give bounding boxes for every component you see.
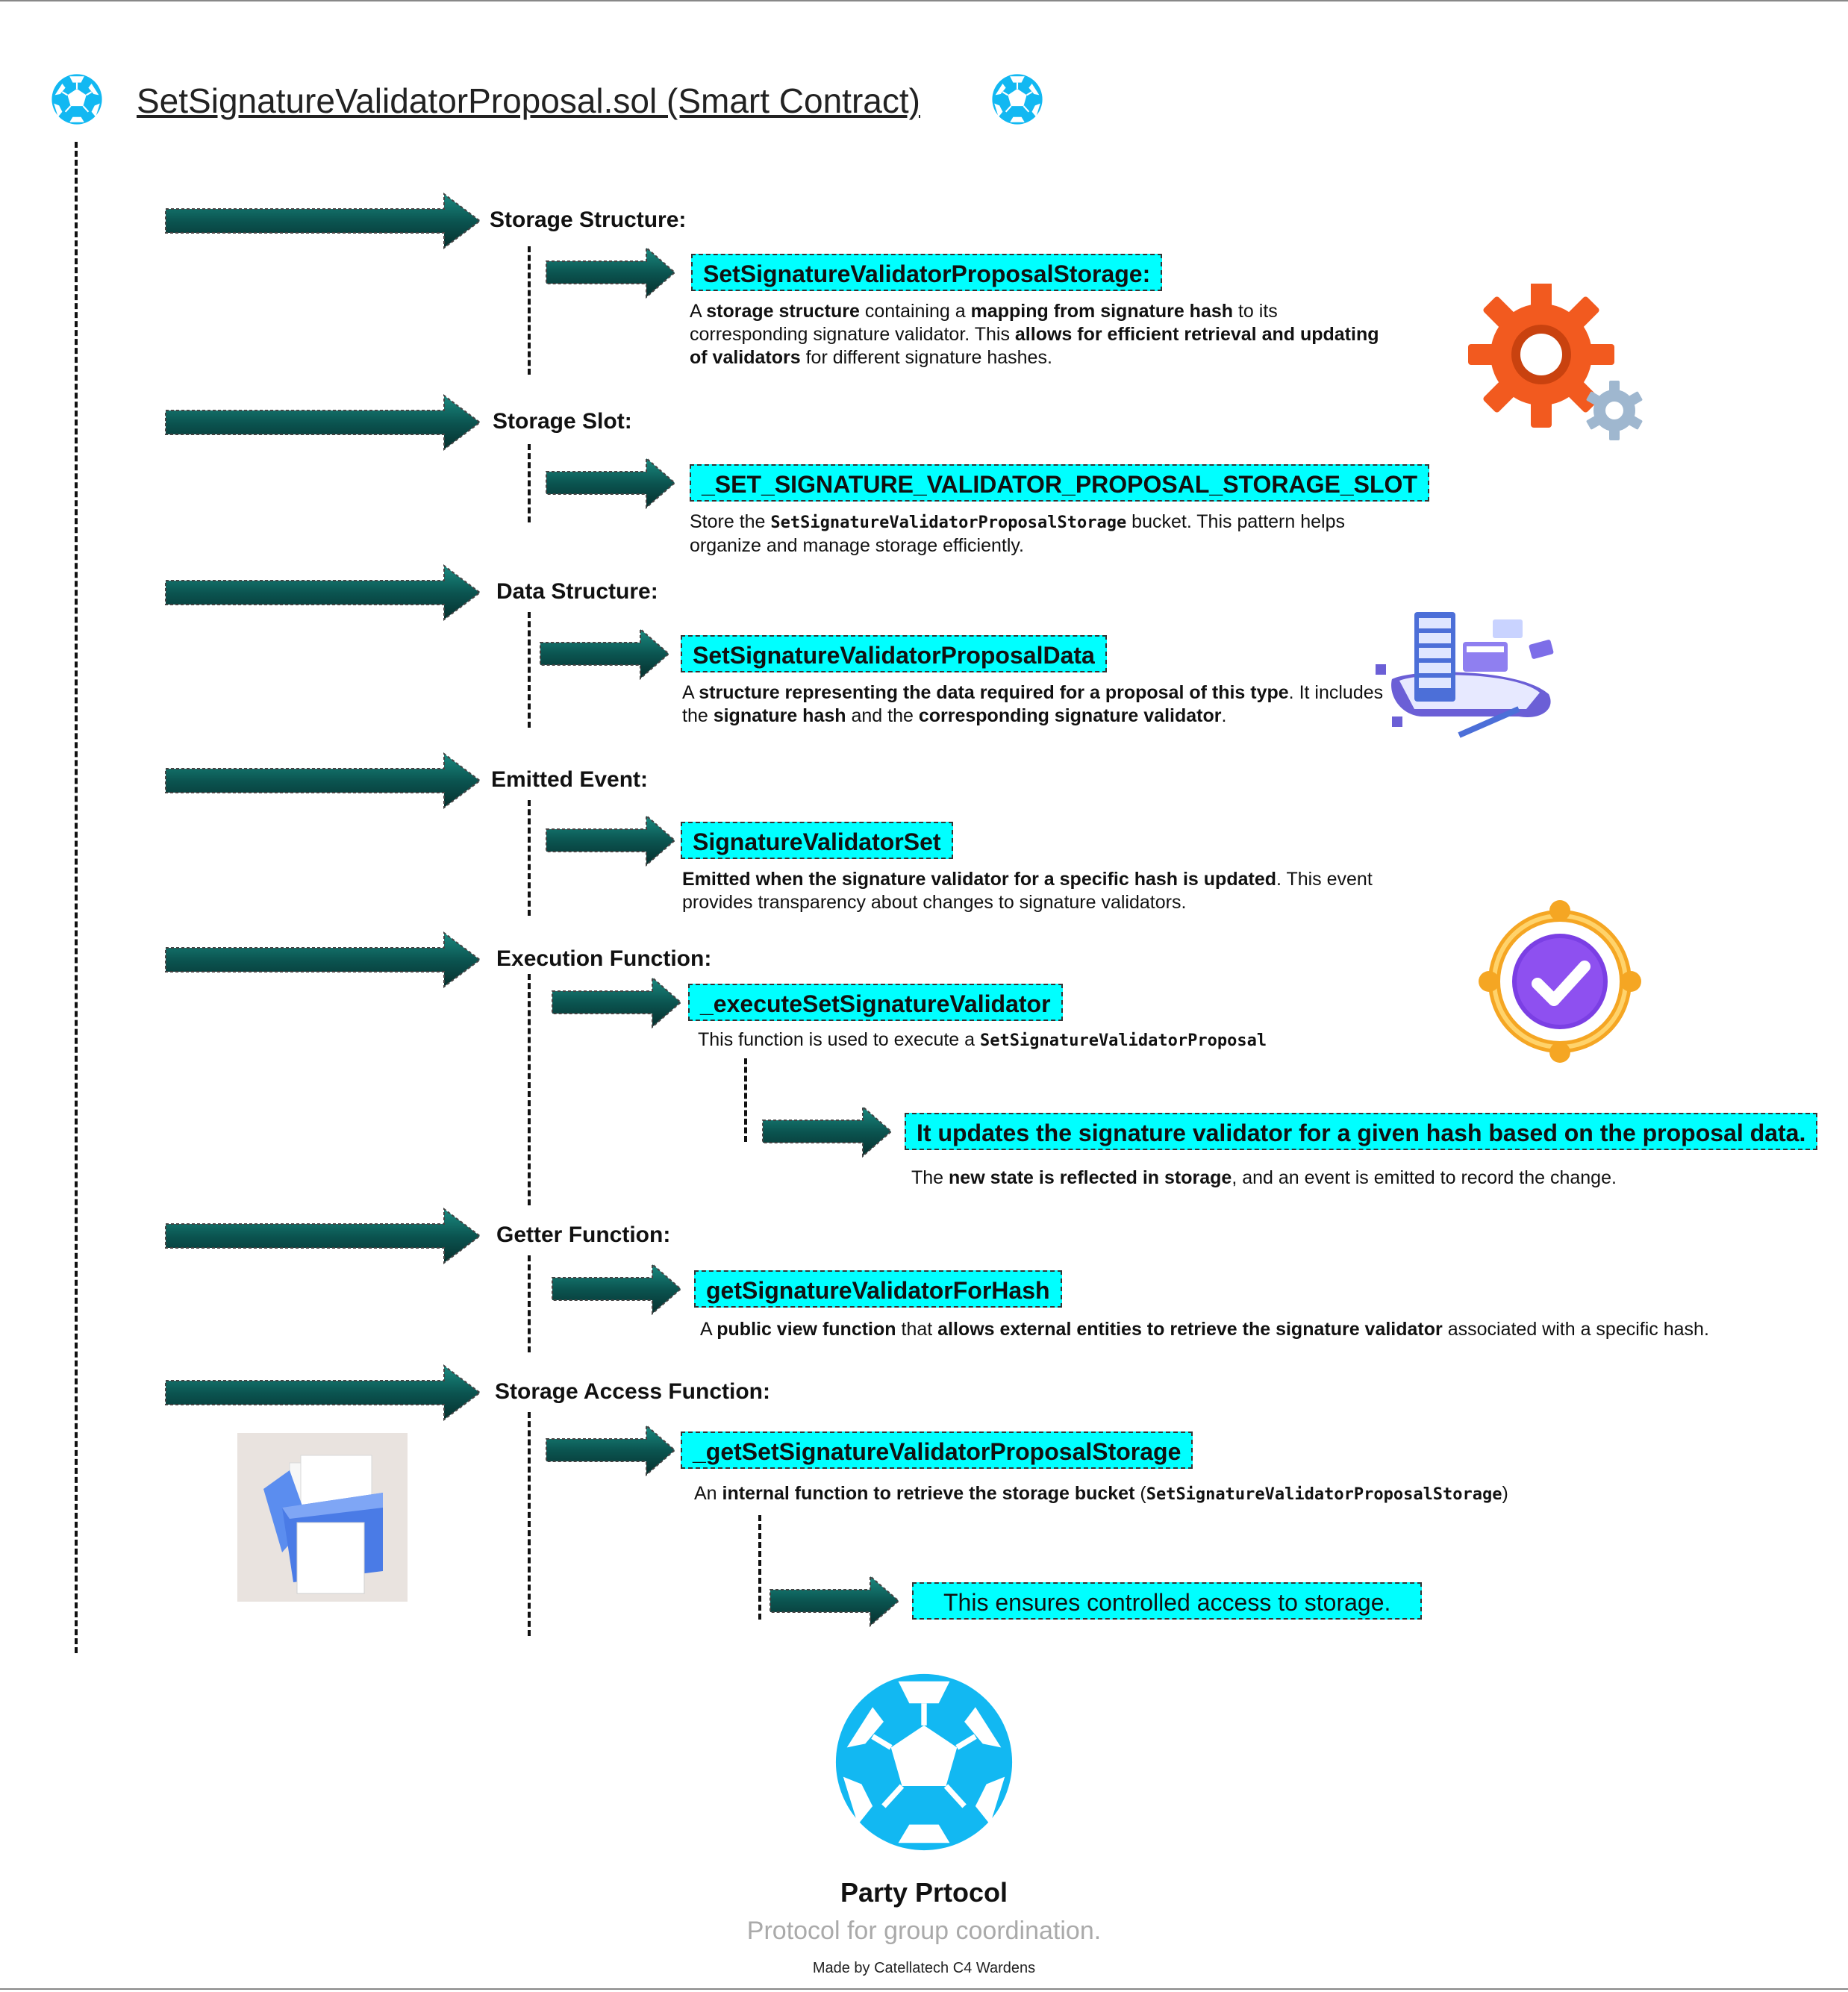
storage-access-function-description: An internal function to retrieve the sto… [694, 1482, 1664, 1506]
top-border [0, 0, 1848, 1]
text-run: This function is used to execute a [698, 1029, 980, 1050]
check-target-icon [1479, 900, 1641, 1063]
item-arrow [546, 457, 676, 509]
emphasis-text: new state is reflected in storage [949, 1167, 1232, 1188]
sub-item-arrow [770, 1575, 900, 1627]
section-arrow [165, 1208, 481, 1264]
bottom-border [0, 1988, 1848, 1990]
section-connector [528, 974, 531, 1205]
sub-connector [744, 1058, 747, 1142]
text-run: , and an event is emitted to record the … [1232, 1167, 1617, 1188]
text-run: Store the [690, 511, 771, 532]
text-run: . [1221, 705, 1227, 726]
section-arrow [165, 564, 481, 621]
text-run: that [896, 1319, 938, 1340]
getter-function-description: A public view function that allows exter… [700, 1318, 1782, 1341]
data-servers-icon [1376, 612, 1554, 738]
emphasis-text: storage structure [706, 301, 860, 322]
data-structure-name: SetSignatureValidatorProposalData [681, 635, 1107, 672]
footer-protocol-name: Party Prtocol [840, 1877, 1008, 1908]
execution-detail-box: It updates the signature validator for a… [905, 1113, 1818, 1150]
storage-structure-name: SetSignatureValidatorProposalStorage: [691, 254, 1163, 291]
text-run: to its corresponding signature validator… [690, 301, 1278, 345]
emphasis-text: internal function to retrieve the storag… [722, 1483, 1135, 1504]
code-term: SetSignatureValidatorProposal [980, 1031, 1267, 1050]
emitted-event-name: SignatureValidatorSet [681, 822, 953, 859]
code-term: SetSignatureValidatorProposalStorage [770, 513, 1127, 532]
getter-function-name: getSignatureValidatorForHash [694, 1270, 1062, 1308]
section-heading-storage-structure: Storage Structure: [490, 207, 687, 232]
item-arrow [552, 1263, 682, 1315]
text-run: containing a [859, 301, 971, 322]
section-connector [528, 1412, 531, 1636]
party-ball-icon-left [51, 73, 103, 125]
footer-credit: Made by Catellatech C4 Wardens [812, 1960, 1036, 1976]
sub-connector [758, 1515, 761, 1620]
emphasis-text: allows external entities to retrieve the… [937, 1319, 1443, 1340]
emphasis-text: public view function [717, 1319, 896, 1340]
text-run: A [690, 301, 707, 322]
item-arrow [546, 246, 676, 299]
section-arrow [165, 394, 481, 451]
text-run: An [694, 1483, 722, 1504]
text-run: The [911, 1167, 949, 1188]
text-run: for different signature hashes. [800, 347, 1052, 368]
section-arrow [165, 1364, 481, 1421]
footer-tagline: Protocol for group coordination. [746, 1917, 1102, 1945]
item-arrow [552, 976, 682, 1028]
emitted-event-description: Emitted when the signature validator for… [682, 868, 1391, 914]
data-structure-description: A structure representing the data requir… [682, 681, 1391, 728]
file-folder-icon [237, 1433, 408, 1602]
section-connector [528, 800, 531, 916]
section-arrow [165, 931, 481, 988]
section-arrow [165, 752, 481, 809]
page-title: SetSignatureValidatorProposal.sol (Smart… [137, 81, 920, 120]
section-heading-storage-access-function: Storage Access Function: [495, 1379, 770, 1404]
section-heading-emitted-event: Emitted Event: [491, 767, 649, 792]
execution-detail-description: The new state is reflected in storage, a… [911, 1167, 1807, 1190]
execution-function-name: _executeSetSignatureValidator [688, 984, 1063, 1021]
text-run: . It includes the [682, 682, 1384, 726]
sub-item-arrow [762, 1105, 893, 1158]
party-protocol-logo [832, 1670, 1016, 1854]
storage-access-detail-box: This ensures controlled access to storag… [912, 1582, 1423, 1620]
section-arrow [165, 193, 481, 249]
emphasis-text: structure representing the data required… [699, 682, 1289, 703]
section-connector [528, 612, 531, 728]
emphasis-text: signature hash [713, 705, 846, 726]
text-run: ( [1134, 1483, 1146, 1504]
emphasis-text: allows for efficient retrieval and updat… [690, 324, 1379, 368]
emphasis-text: Emitted when the signature validator for… [682, 869, 1276, 890]
item-arrow [546, 814, 676, 867]
section-connector [528, 246, 531, 375]
storage-structure-description: A storage structure containing a mapping… [690, 300, 1399, 369]
section-connector [528, 1255, 531, 1352]
text-run: and the [846, 705, 919, 726]
section-heading-storage-slot: Storage Slot: [493, 409, 632, 434]
text-run: A [682, 682, 699, 703]
section-connector [528, 444, 531, 522]
emphasis-text: corresponding signature validator [918, 705, 1222, 726]
execution-function-description: This function is used to execute a SetSi… [698, 1028, 1407, 1052]
text-run: ) [1502, 1483, 1508, 1504]
code-term: SetSignatureValidatorProposalStorage [1146, 1485, 1502, 1504]
storage-slot-description: Store the SetSignatureValidatorProposalS… [690, 511, 1399, 558]
main-timeline [75, 142, 78, 1653]
item-arrow [546, 1424, 676, 1476]
gears-icon [1468, 284, 1643, 440]
text-run: A [700, 1319, 717, 1340]
text-run: bucket. This pattern helps organize and … [690, 511, 1345, 556]
storage-access-function-name: _getSetSignatureValidatorProposalStorage [681, 1431, 1193, 1469]
emphasis-text: mapping from signature hash [970, 301, 1234, 322]
text-run: associated with a specific hash. [1442, 1319, 1709, 1340]
section-heading-getter-function: Getter Function: [496, 1223, 671, 1247]
storage-slot-name: _SET_SIGNATURE_VALIDATOR_PROPOSAL_STORAG… [690, 464, 1429, 502]
section-heading-execution-function: Execution Function: [496, 946, 712, 971]
text-run: . This event provides transparency about… [682, 869, 1373, 913]
section-heading-data-structure: Data Structure: [496, 579, 658, 604]
item-arrow [540, 628, 670, 680]
party-ball-icon-right [991, 73, 1043, 125]
